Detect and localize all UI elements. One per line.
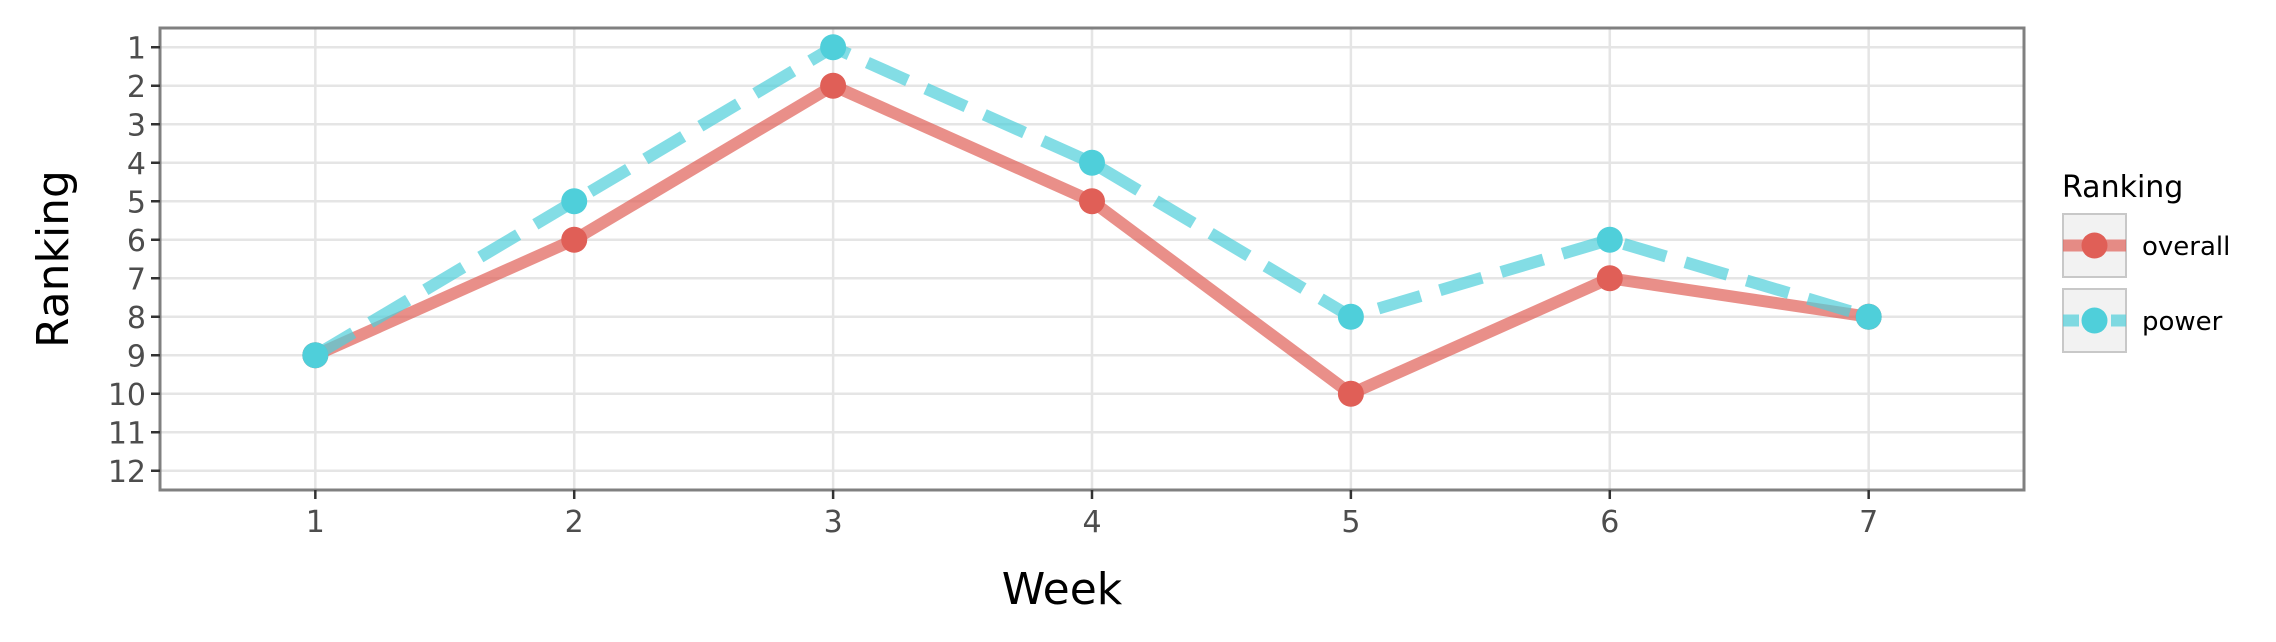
y-tick-label: 8 bbox=[127, 301, 146, 336]
data-point-overall bbox=[820, 72, 847, 99]
series-lines bbox=[302, 34, 1882, 407]
x-axis-title: Week bbox=[1002, 564, 1123, 615]
y-tick-label: 7 bbox=[127, 262, 146, 297]
legend-label-power: power bbox=[2142, 307, 2223, 337]
legend-key-point bbox=[2081, 232, 2108, 259]
legend-title: Ranking bbox=[2062, 170, 2183, 205]
legend-label-overall: overall bbox=[2142, 232, 2230, 262]
x-axis: 1 2 3 4 5 6 7 bbox=[306, 490, 1878, 540]
data-point-overall bbox=[561, 226, 588, 253]
data-point-power bbox=[820, 34, 847, 61]
legend-key-overall: overall bbox=[2062, 213, 2230, 278]
data-point-power bbox=[561, 188, 588, 215]
legend: Ranking overall power bbox=[2062, 170, 2230, 353]
data-point-power bbox=[1337, 303, 1364, 330]
y-tick-label: 6 bbox=[127, 224, 146, 259]
y-tick-label: 11 bbox=[108, 416, 146, 451]
y-tick-label: 4 bbox=[127, 147, 146, 182]
x-tick-label: 5 bbox=[1341, 505, 1360, 540]
legend-key-power: power bbox=[2062, 288, 2223, 353]
y-tick-label: 10 bbox=[108, 378, 146, 413]
data-point-overall bbox=[1079, 188, 1105, 215]
data-point-power bbox=[302, 342, 329, 369]
x-tick-label: 3 bbox=[824, 505, 843, 540]
legend-key-point bbox=[2081, 307, 2108, 334]
y-tick-label: 1 bbox=[127, 31, 146, 66]
series-power bbox=[302, 34, 1882, 369]
data-point-power bbox=[1596, 226, 1623, 253]
data-point-power bbox=[1079, 149, 1105, 176]
x-tick-label: 7 bbox=[1859, 505, 1878, 540]
y-tick-label: 2 bbox=[127, 70, 146, 105]
y-axis-title: Ranking bbox=[28, 170, 79, 348]
y-tick-label: 12 bbox=[108, 455, 146, 490]
data-point-power bbox=[1855, 303, 1882, 330]
x-tick-label: 6 bbox=[1600, 505, 1619, 540]
data-point-overall bbox=[1596, 265, 1623, 292]
x-tick-label: 1 bbox=[306, 505, 325, 540]
data-point-overall bbox=[1337, 380, 1364, 407]
grid-lines bbox=[160, 28, 2024, 490]
x-tick-label: 2 bbox=[565, 505, 584, 540]
y-tick-label: 3 bbox=[127, 108, 146, 143]
x-tick-label: 4 bbox=[1082, 505, 1101, 540]
y-tick-label: 9 bbox=[127, 339, 146, 374]
y-tick-label: 5 bbox=[127, 185, 146, 220]
